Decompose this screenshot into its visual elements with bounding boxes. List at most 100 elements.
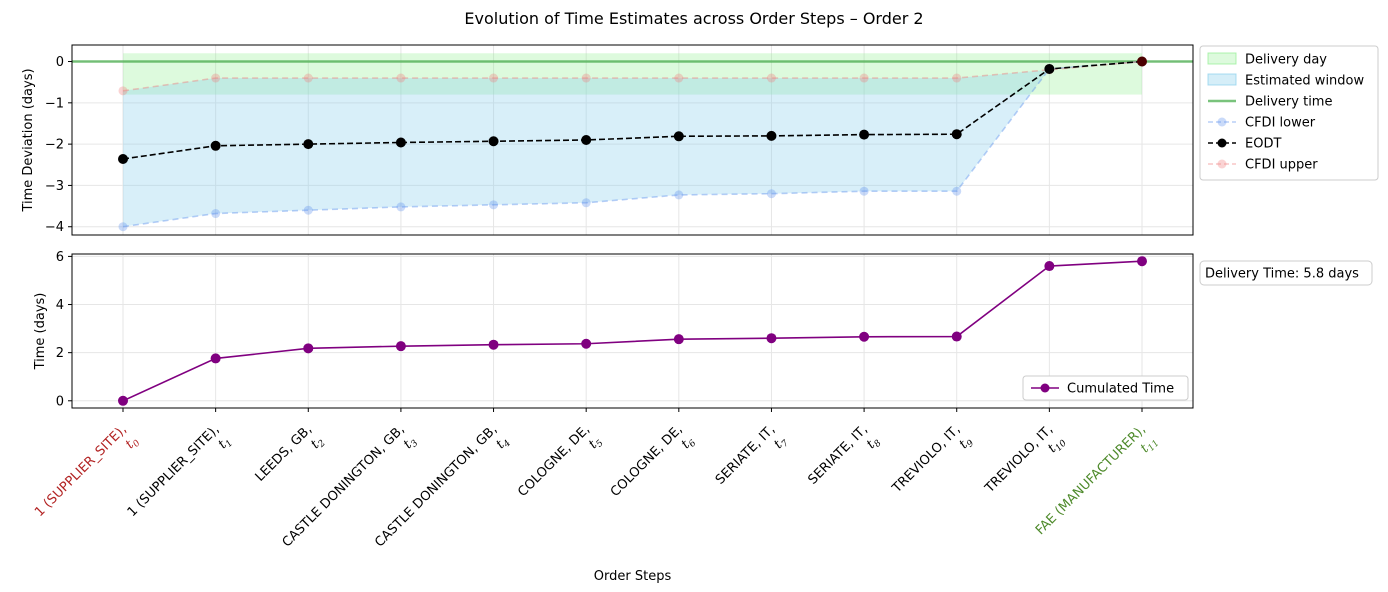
x-tick-label: SERIATE, IT, xyxy=(713,422,778,487)
top-y-ticks: 0 −1 −2 −3 −4 xyxy=(45,55,72,235)
point-eodt xyxy=(210,140,221,151)
point-cfdi-upper xyxy=(674,73,684,83)
point-cumulated-time xyxy=(118,395,128,406)
point-eodt xyxy=(488,136,499,147)
point-cfdi-upper xyxy=(303,73,313,83)
point-eodt xyxy=(581,135,592,145)
x-axis-label: Order Steps xyxy=(594,569,672,584)
legend-marker-cumulated-time xyxy=(1040,383,1050,393)
bottom-y-tick-label: 6 xyxy=(56,250,64,265)
top-y-tick-label: 0 xyxy=(56,55,64,70)
annotation-box xyxy=(1199,260,1373,286)
x-tick-label-group: SERIATE, IT,t8 xyxy=(805,422,883,487)
legend-label-delivery-time: Delivery time xyxy=(1245,95,1332,110)
bottom-series-points xyxy=(118,256,1147,406)
top-y-tick-label: −2 xyxy=(45,138,64,153)
point-cfdi-upper xyxy=(118,86,128,96)
delivery-day-band xyxy=(123,53,1142,95)
x-tick-label-group: 1 (SUPPLIER_SITE),t1 xyxy=(125,422,235,520)
annotation-text: Delivery Time: 5.8 days xyxy=(1205,267,1359,282)
point-cfdi-upper xyxy=(211,73,221,83)
point-eodt xyxy=(673,131,684,142)
x-tick-label: TREVIOLO, IT, xyxy=(889,422,963,496)
legend-swatch-estimated-window xyxy=(1207,73,1237,86)
chart-title: Evolution of Time Estimates across Order… xyxy=(464,9,923,28)
top-legend-box xyxy=(1199,45,1379,181)
top-axes-frame xyxy=(71,44,1194,236)
point-cfdi-upper xyxy=(396,73,406,83)
x-tick-label-group: 1 (SUPPLIER_SITE),t0 xyxy=(32,422,143,520)
point-cumulated-time xyxy=(1044,261,1055,272)
x-tick-label: 1 (SUPPLIER_SITE), xyxy=(32,422,130,520)
top-series-points xyxy=(118,56,1147,232)
point-eodt xyxy=(859,129,870,140)
point-eodt xyxy=(118,154,128,164)
x-tick-label: 1 (SUPPLIER_SITE), xyxy=(125,422,223,520)
x-tick-label: TREVIOLO, IT, xyxy=(982,422,1056,496)
legend-marker-eodt xyxy=(1217,138,1227,148)
series-line-cfdi-lower xyxy=(122,60,1143,228)
legend-swatch-delivery-day xyxy=(1207,52,1237,65)
x-tick-label-group: COLOGNE, DE,t6 xyxy=(608,422,699,500)
point-cumulated-time xyxy=(210,353,221,364)
point-cumulated-time xyxy=(303,343,314,354)
point-cumulated-time xyxy=(673,334,684,345)
point-cfdi-upper xyxy=(952,73,962,83)
point-cumulated-time xyxy=(859,331,870,342)
top-legend-items: Delivery day Estimated window Delivery tim… xyxy=(1207,52,1364,173)
point-cfdi-lower xyxy=(952,186,962,196)
point-cumulated-time xyxy=(1137,256,1147,267)
x-tick-label-group: FAE (MANUFACTURER),t11 xyxy=(1033,422,1162,538)
point-cumulated-time xyxy=(581,338,592,349)
top-y-tick-label: −1 xyxy=(45,96,64,111)
series-line-cfdi-upper xyxy=(122,60,1143,92)
bottom-y-tick-label: 4 xyxy=(56,298,64,313)
top-y-tick-label: −4 xyxy=(45,220,64,235)
bottom-gridlines xyxy=(72,254,1193,408)
point-cfdi-lower xyxy=(118,222,128,232)
x-tick-label-group: TREVIOLO, IT,t10 xyxy=(982,422,1069,496)
top-plot-panel: 0 −1 −2 −3 −4 Time Deviation (days) xyxy=(21,44,1194,236)
legend-label-delivery-day: Delivery day xyxy=(1245,53,1327,68)
legend-marker-cfdi-lower xyxy=(1217,117,1227,127)
bottom-y-tick-label: 2 xyxy=(56,346,64,361)
bottom-legend-box xyxy=(1022,375,1189,401)
bottom-axes-frame xyxy=(71,253,1194,409)
point-eodt xyxy=(766,130,777,141)
point-cumulated-time xyxy=(395,341,406,352)
point-cfdi-upper xyxy=(859,73,869,83)
point-cfdi-upper xyxy=(489,73,499,83)
point-cfdi-lower xyxy=(859,186,869,196)
point-cumulated-time xyxy=(766,333,777,344)
x-tick-label: FAE (MANUFACTURER), xyxy=(1033,422,1149,538)
bottom-plot-panel: 0 2 4 6 1 (SUPPLIER_SITE),t01 (SUPPLIER_SIT… xyxy=(32,250,1194,584)
point-eodt xyxy=(395,137,406,148)
top-legend: Delivery day Estimated window Delivery tim… xyxy=(1199,45,1379,181)
top-filled-areas xyxy=(123,53,1142,227)
point-eodt xyxy=(303,139,314,150)
legend-marker-cfdi-upper xyxy=(1217,159,1227,169)
x-tick-label-group: COLOGNE, DE,t5 xyxy=(515,422,606,500)
bottom-y-ticks: 0 2 4 6 xyxy=(56,250,72,409)
top-series-lines xyxy=(72,60,1193,228)
x-tick-label-group: SERIATE, IT,t7 xyxy=(713,422,791,487)
point-eodt xyxy=(1044,63,1055,74)
x-tick-label: SERIATE, IT, xyxy=(805,422,870,487)
bottom-series-lines xyxy=(122,260,1143,402)
bottom-x-ticks: 1 (SUPPLIER_SITE),t01 (SUPPLIER_SITE),t1… xyxy=(32,408,1162,550)
x-tick-label-group: LEEDS, GB,t2 xyxy=(253,422,328,484)
x-tick-label: COLOGNE, DE, xyxy=(608,422,686,500)
point-eodt xyxy=(1137,56,1147,67)
point-cfdi-lower xyxy=(396,202,406,212)
x-tick-label-group: TREVIOLO, IT,t9 xyxy=(889,422,976,496)
estimated-window-area xyxy=(123,61,1142,227)
x-tick-label: COLOGNE, DE, xyxy=(515,422,593,500)
x-tick-label: LEEDS, GB, xyxy=(253,422,315,484)
point-cfdi-lower xyxy=(303,205,313,215)
legend-label-cfdi-upper: CFDI upper xyxy=(1245,158,1318,173)
bottom-legend: Cumulated Time xyxy=(1022,375,1189,401)
point-cfdi-lower xyxy=(766,189,776,199)
legend-label-cfdi-lower: CFDI lower xyxy=(1245,116,1316,131)
